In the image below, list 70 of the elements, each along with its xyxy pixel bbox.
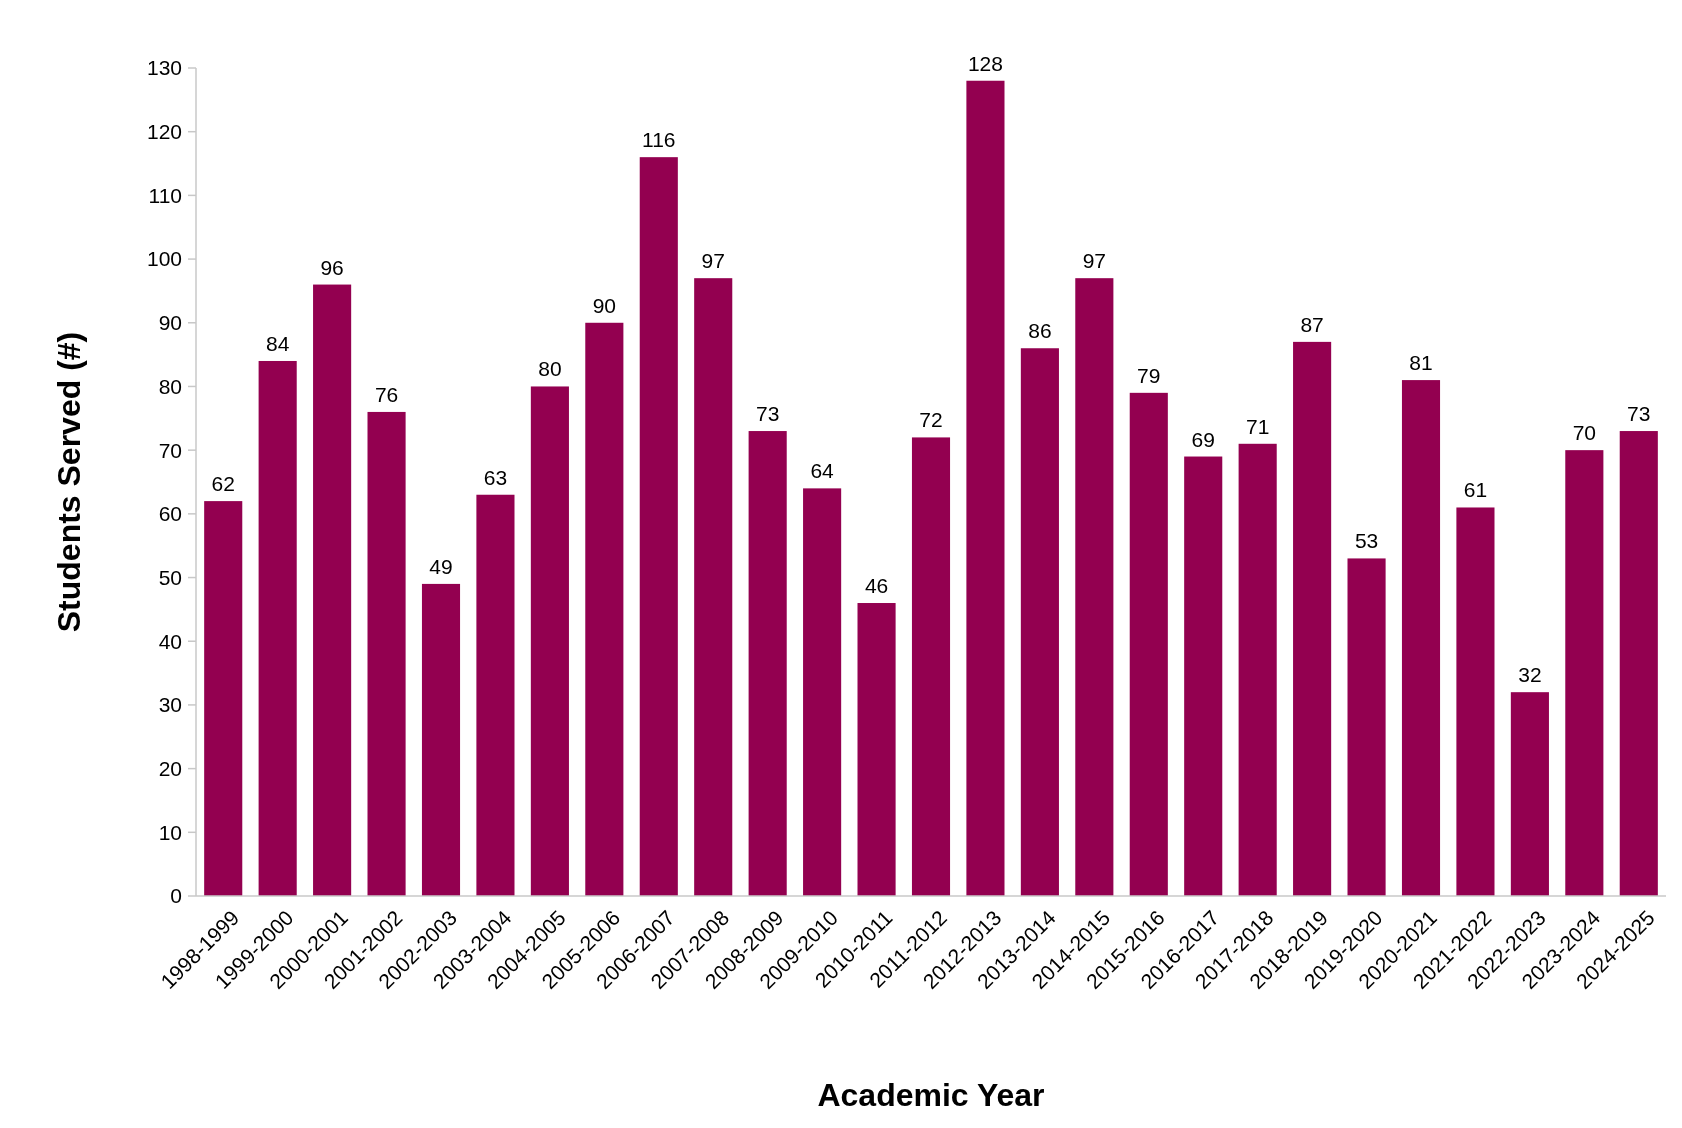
bar: [1184, 456, 1223, 896]
data-label: 70: [1572, 421, 1597, 445]
bar: [204, 501, 243, 896]
data-label: 116: [642, 128, 676, 152]
data-label: 86: [1028, 319, 1052, 343]
bar: [1565, 450, 1604, 896]
data-label: 32: [1518, 663, 1542, 687]
bar: [1129, 392, 1168, 896]
x-axis-title: Academic Year: [817, 1077, 1045, 1113]
y-tick-label: 60: [158, 502, 182, 526]
bar: [585, 322, 624, 896]
data-label: 96: [320, 255, 344, 279]
y-tick-label: 80: [158, 374, 182, 398]
bar: [367, 411, 406, 896]
y-tick-label: 50: [158, 565, 182, 589]
data-label: 90: [592, 293, 617, 317]
y-tick-label: 120: [146, 120, 182, 144]
data-label: 97: [1082, 249, 1107, 273]
data-label: 63: [483, 465, 508, 489]
data-label: 76: [374, 382, 399, 406]
y-tick-label: 90: [158, 311, 182, 335]
bar: [694, 278, 733, 896]
bar: [313, 284, 352, 896]
bar: [1075, 278, 1114, 896]
data-label: 79: [1137, 363, 1161, 387]
bar: [1293, 341, 1332, 896]
bar: [421, 583, 461, 896]
bar: [857, 603, 896, 896]
y-axis-title: Students Served (#): [51, 331, 87, 633]
data-label: 71: [1245, 414, 1270, 438]
bar: [258, 360, 297, 896]
data-label: 81: [1409, 351, 1433, 375]
bar: [803, 488, 842, 896]
bar: [639, 157, 678, 896]
y-tick-label: 70: [158, 438, 182, 462]
data-label: 87: [1300, 312, 1324, 336]
data-label: 73: [755, 402, 780, 426]
y-tick-label: 40: [158, 629, 182, 653]
y-tick-label: 130: [146, 56, 182, 80]
bar: [530, 386, 569, 896]
data-label: 53: [1354, 529, 1379, 553]
data-label: 72: [919, 408, 943, 432]
bar: [1510, 692, 1549, 896]
bar: [748, 431, 787, 896]
bar: [1619, 431, 1658, 896]
data-label: 46: [864, 574, 889, 598]
data-label: 69: [1191, 427, 1215, 451]
data-label: 64: [810, 459, 835, 483]
data-label: 73: [1627, 402, 1651, 426]
bar: [1238, 443, 1277, 896]
data-label: 49: [429, 554, 453, 578]
bar: [1401, 380, 1441, 896]
data-label: 62: [211, 472, 235, 496]
y-tick-label: 110: [148, 183, 182, 207]
bar: [1347, 558, 1386, 896]
y-tick-label: 10: [158, 820, 182, 844]
bar: [1020, 348, 1059, 896]
bar: [476, 494, 515, 896]
bar: [911, 437, 951, 896]
data-label: 61: [1463, 478, 1488, 502]
y-tick-label: 20: [158, 756, 182, 780]
bar: [1456, 507, 1495, 896]
data-label: 80: [538, 357, 562, 381]
y-tick-label: 0: [170, 884, 182, 908]
y-tick-label: 30: [158, 693, 182, 717]
y-tick-label: 100: [146, 247, 182, 271]
data-label: 97: [701, 249, 725, 273]
bar: [966, 80, 1005, 896]
data-label: 128: [967, 51, 1003, 75]
data-label: 84: [265, 331, 290, 355]
